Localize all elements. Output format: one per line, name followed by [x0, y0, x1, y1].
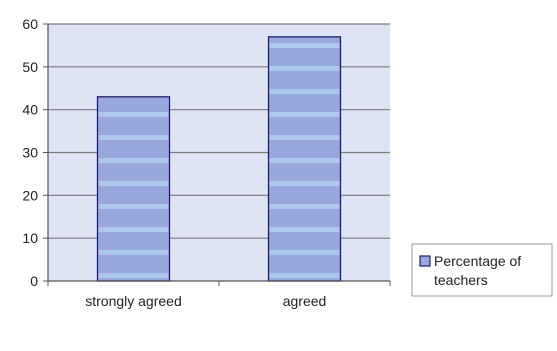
bar-stripe: [98, 250, 169, 255]
bar-stripe: [269, 66, 340, 71]
y-tick-label: 50: [22, 59, 38, 75]
bar-stripe: [269, 250, 340, 255]
axes-group: [43, 23, 391, 286]
bar-stripe: [269, 181, 340, 186]
y-tick-label: 60: [22, 16, 38, 32]
legend-swatch: [419, 255, 431, 267]
bar-stripe: [269, 273, 340, 278]
legend-label-line-2: teachers: [434, 272, 488, 288]
bar-stripe: [98, 181, 169, 186]
bar-stripe: [98, 135, 169, 140]
bar-stripe: [269, 43, 340, 48]
bar-stripe: [269, 89, 340, 94]
legend: Percentage of teachers: [411, 243, 553, 297]
bar-stripe: [98, 112, 169, 117]
y-tick-label: 20: [22, 187, 38, 203]
x-tick-label: agreed: [283, 293, 327, 309]
y-tick-label: 0: [30, 273, 38, 289]
x-tick-label: strongly agreed: [85, 293, 182, 309]
bar-stripe: [98, 204, 169, 209]
bar-stripe: [269, 204, 340, 209]
y-tick-label: 30: [22, 145, 38, 161]
bars-group: [96, 36, 342, 282]
bar-stripe: [269, 158, 340, 163]
bar-stripe: [269, 227, 340, 232]
legend-box: [411, 243, 553, 297]
y-tick-label: 10: [22, 230, 38, 246]
bar-stripe: [98, 273, 169, 278]
y-tick-label: 40: [22, 102, 38, 118]
legend-label-line-1: Percentage of: [434, 253, 521, 269]
bar-stripe: [98, 158, 169, 163]
bar-stripe: [269, 112, 340, 117]
bar-stripe: [98, 227, 169, 232]
bar-stripe: [269, 135, 340, 140]
y-tick-labels-group: 0 10 20 30 40 50 60: [22, 16, 38, 289]
x-tick-labels-group: strongly agreed agreed: [85, 293, 326, 309]
